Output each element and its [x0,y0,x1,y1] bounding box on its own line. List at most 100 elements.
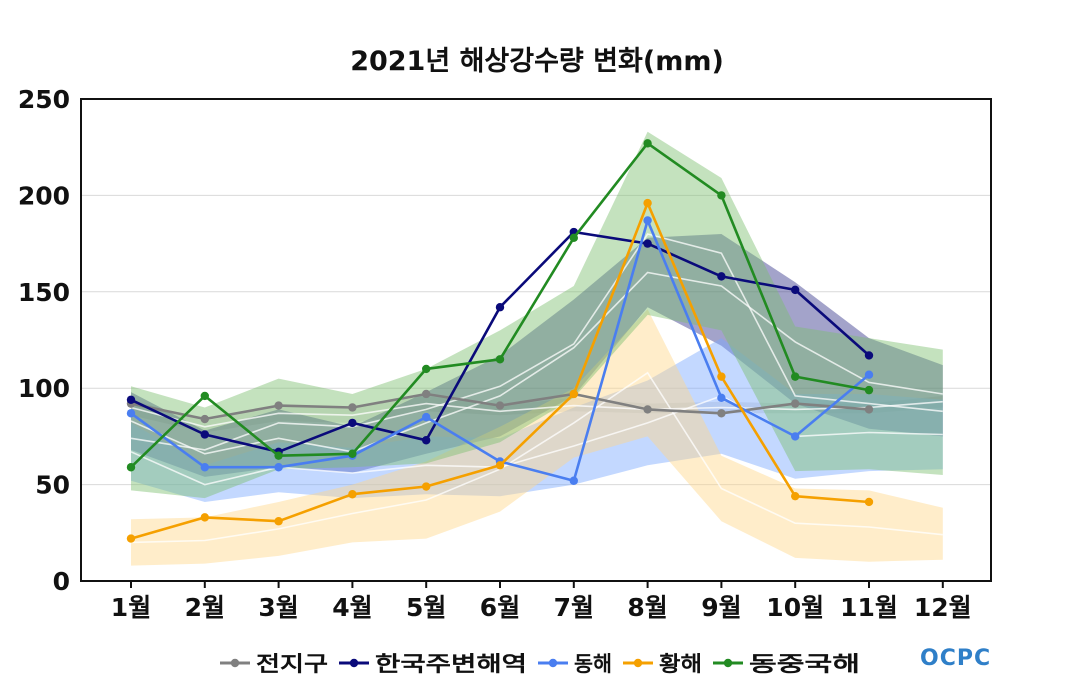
x-tick-label: 7월 [554,593,594,622]
band-layer [131,131,943,566]
legend-label: 한국주변해역 [375,652,527,676]
y-tick-label: 100 [18,374,70,403]
legend-label: 동중국해 [749,652,860,676]
x-tick-label: 2월 [185,593,225,622]
data-point-동중국해 [200,391,209,401]
legend-label: 동해 [574,652,612,676]
data-point-전지구 [717,409,726,418]
data-point-황해 [348,490,357,499]
mean-한국주변해역 [130,271,943,455]
data-point-동중국해 [126,463,136,472]
data-point-전지구 [643,405,652,414]
data-point-전지구 [864,405,874,414]
data-point-황해 [495,461,505,470]
data-point-동해 [569,476,578,485]
data-point-한국주변해역 [864,351,874,360]
data-point-전지구 [422,389,431,399]
data-point-동중국해 [717,191,726,200]
data-point-동해 [200,463,209,472]
data-point-동해 [274,463,283,472]
y-tick-label: 0 [53,567,70,596]
legend-label: 황해 [659,652,702,676]
x-tick-label: 3월 [258,593,298,622]
data-point-동해 [791,432,800,441]
data-point-동중국해 [569,233,578,243]
data-point-동해 [126,409,136,418]
y-tick-label: 200 [18,181,70,210]
data-point-황해 [791,491,800,501]
data-point-전지구 [200,414,209,424]
data-point-동중국해 [348,449,357,458]
data-point-동중국해 [864,385,874,395]
legend-item: 한국주변해역 [339,652,527,676]
band-동해 [131,338,943,502]
legend-swatch-marker [633,658,643,668]
data-point-한국주변해역 [791,285,800,295]
data-point-동중국해 [791,372,800,381]
data-point-동중국해 [643,139,652,148]
data-point-황해 [274,517,283,526]
data-point-동중국해 [274,451,283,460]
grid-layer [81,194,991,486]
legend-swatch-marker [349,658,359,668]
x-tick-label: 4월 [332,593,372,622]
x-tick-label: 8월 [627,593,667,622]
mean-전지구 [130,400,943,428]
legend-swatch-marker [230,658,240,668]
x-axis: 1월 2월 3월 4월 5월 6월 7월 8월 9월 10월 11월 12월 [111,581,972,622]
y-axis: 0 50 100 150 200 250 [18,85,70,596]
data-point-황해 [126,534,136,543]
mean-황해 [130,371,943,544]
data-point-전지구 [791,399,800,408]
x-tick-label: 11월 [840,593,898,622]
x-tick-label: 6월 [480,593,520,622]
line-layer [126,139,874,543]
mean-layer [130,233,943,544]
legend-item: 동해 [538,652,612,676]
band-한국주변해역 [131,234,943,477]
data-point-황해 [864,497,874,507]
y-tick-label: 150 [18,278,70,307]
data-point-한국주변해역 [348,418,357,428]
mean-동중국해 [130,233,943,451]
data-point-동해 [864,370,874,379]
x-tick-label: 5월 [406,593,446,622]
data-point-황해 [717,372,726,381]
legend-item: 전지구 [220,652,328,676]
data-point-동중국해 [422,364,431,374]
data-point-동해 [422,412,431,422]
data-point-전지구 [495,401,505,410]
legend-swatch-marker [548,658,558,668]
x-tick-label: 9월 [701,593,741,622]
data-point-동해 [717,393,726,403]
data-point-한국주변해역 [422,436,431,445]
legend-item: 황해 [623,652,702,676]
x-tick-label: 12월 [914,593,972,622]
plot-frame [80,98,992,582]
data-point-한국주변해역 [126,395,136,404]
x-tick-label: 10월 [766,593,824,622]
data-point-전지구 [348,403,357,412]
data-point-전지구 [274,401,283,410]
legend-item: 동중국해 [713,652,860,676]
ocpc-logo: OCPC [920,646,991,671]
y-tick-label: 50 [35,471,70,500]
data-point-동중국해 [495,355,505,364]
mean-동해 [130,395,943,486]
data-point-한국주변해역 [643,239,652,248]
data-point-동해 [643,216,652,225]
y-tick-label: 250 [18,85,70,114]
legend-label: 전지구 [256,652,328,676]
legend: 전지구 한국주변해역 동해 황해 동중국해 [220,652,860,676]
data-point-황해 [643,198,652,208]
legend-swatch-marker [723,658,733,668]
data-point-한국주변해역 [717,272,726,281]
data-point-황해 [569,389,578,399]
chart-title: 2021년 해상강수량 변화(mm) [350,46,724,77]
data-point-한국주변해역 [495,303,505,312]
data-point-황해 [422,482,431,491]
x-tick-label: 1월 [111,593,151,622]
logo-text: OCPC [920,646,991,671]
data-point-황해 [200,513,209,522]
